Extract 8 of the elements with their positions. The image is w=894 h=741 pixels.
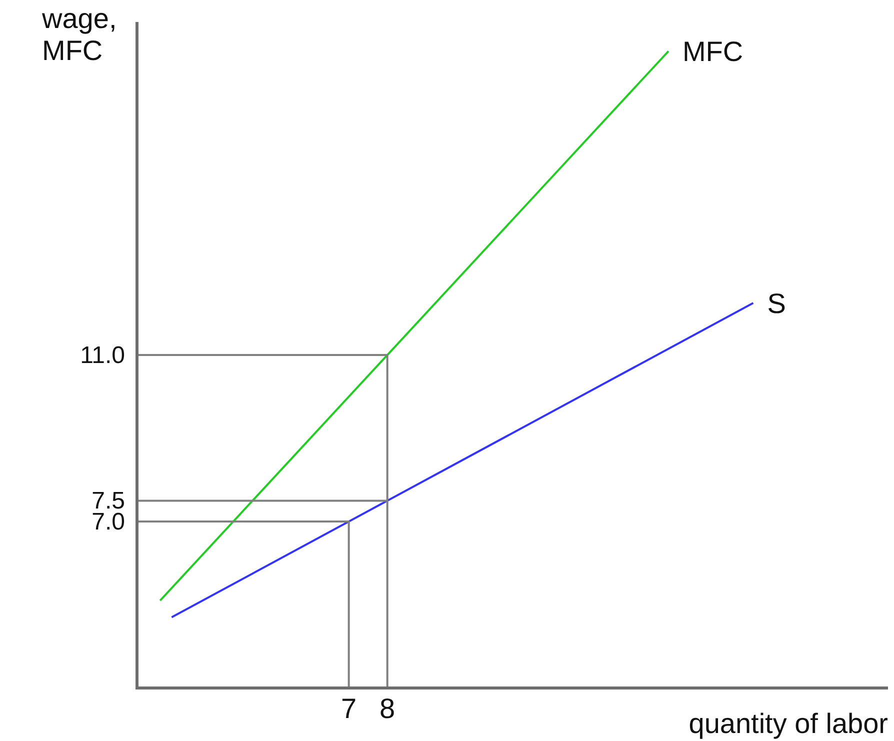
x-tick-label: 8 bbox=[380, 693, 396, 724]
y-tick-label: 11.0 bbox=[80, 342, 125, 369]
series-label: MFC bbox=[682, 36, 744, 68]
y-axis-title: wage, MFC bbox=[41, 3, 117, 66]
series-label: S bbox=[767, 288, 786, 319]
x-tick-label: 7 bbox=[341, 693, 357, 724]
x-axis-title: quantity of labor bbox=[688, 708, 888, 739]
y-tick-label: 7.0 bbox=[92, 508, 125, 536]
